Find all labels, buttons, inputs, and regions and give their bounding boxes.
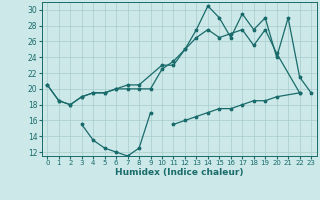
X-axis label: Humidex (Indice chaleur): Humidex (Indice chaleur) bbox=[115, 168, 244, 177]
